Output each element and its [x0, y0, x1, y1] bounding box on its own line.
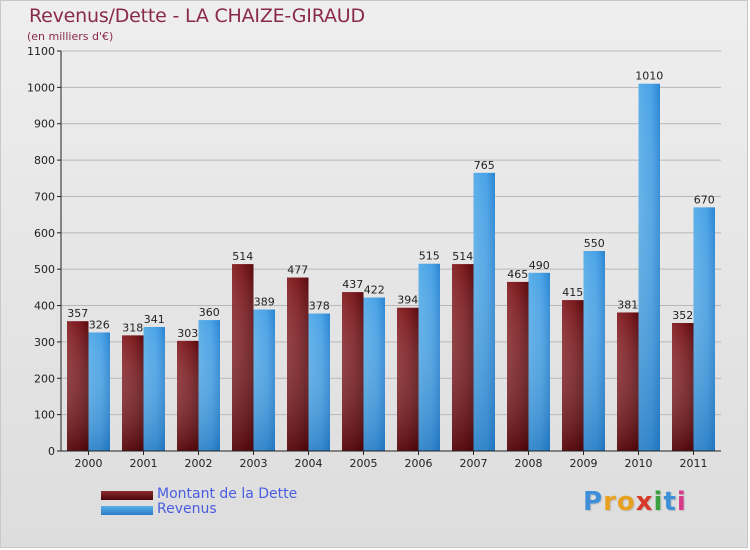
value-label-revenus: 670: [694, 193, 715, 206]
y-tick-label: 200: [34, 372, 55, 385]
value-label-debt: 318: [122, 321, 143, 334]
y-tick-label: 900: [34, 118, 55, 131]
y-axis-ticks: 0 100 200 300 400 500 600 700 800 900 1000 1100: [27, 45, 61, 458]
bar-shade-revenus: [308, 313, 330, 451]
chart-title: Revenus/Dette - LA CHAIZE-GIRAUD: [29, 5, 365, 27]
y-tick-label: 500: [34, 263, 55, 276]
bar-shade-debt: [452, 264, 474, 451]
bar-shade-debt: [397, 307, 419, 451]
value-label-debt: 437: [342, 278, 363, 291]
value-label-revenus: 326: [89, 318, 110, 331]
y-tick-label: 400: [34, 300, 55, 313]
value-label-revenus: 765: [474, 159, 495, 172]
logo-letter: P: [583, 487, 604, 517]
x-tick-label: 2003: [240, 457, 268, 470]
value-label-revenus: 341: [144, 313, 165, 326]
x-tick-label: 2000: [75, 457, 103, 470]
value-label-debt: 381: [617, 298, 638, 311]
value-label-revenus: 360: [199, 306, 220, 319]
x-tick-label: 2006: [405, 457, 433, 470]
legend-swatch-dette: [101, 491, 153, 500]
value-label-debt: 352: [672, 309, 693, 322]
value-label-revenus: 550: [584, 237, 605, 250]
y-tick-label: 700: [34, 190, 55, 203]
x-tick-label: 2010: [625, 457, 653, 470]
legend-label-revenus: Revenus: [157, 501, 217, 517]
y-tick-label: 600: [34, 227, 55, 240]
bar-shade-debt: [122, 335, 144, 451]
logo-letter: t: [663, 487, 677, 517]
bar-shade-debt: [562, 300, 584, 451]
bar-shade-debt: [287, 277, 309, 451]
bar-shade-revenus: [528, 272, 550, 451]
bar-shade-revenus: [693, 207, 715, 451]
value-label-debt: 514: [232, 250, 253, 263]
y-tick-label: 1100: [27, 45, 55, 58]
value-label-revenus: 1010: [635, 70, 663, 83]
value-label-revenus: 389: [254, 296, 275, 309]
proxiti-logo: Proxiti: [583, 487, 687, 517]
bar-shade-revenus: [363, 297, 385, 451]
x-tick-label: 2002: [185, 457, 213, 470]
logo-letter: i: [676, 487, 687, 517]
bar-shade-debt: [672, 323, 694, 451]
logo-letter: r: [603, 487, 617, 517]
value-label-debt: 465: [507, 268, 528, 281]
legend-swatch-revenus: [101, 506, 153, 515]
value-label-revenus: 515: [419, 250, 440, 263]
x-tick-label: 2008: [515, 457, 543, 470]
bar-shade-revenus: [583, 251, 605, 451]
value-label-debt: 394: [397, 294, 418, 307]
x-tick-label: 2011: [680, 457, 708, 470]
logo-letter: o: [616, 487, 636, 517]
y-tick-label: 800: [34, 154, 55, 167]
value-label-revenus: 422: [364, 284, 385, 297]
bar-shade-revenus: [418, 263, 440, 451]
bar-shade-debt: [67, 321, 89, 451]
chart-subtitle: (en milliers d'€): [27, 30, 114, 43]
value-label-debt: 357: [67, 307, 88, 320]
grid-lines: [61, 50, 721, 416]
bar-shade-revenus: [88, 332, 110, 451]
value-label-revenus: 490: [529, 259, 550, 272]
value-label-debt: 415: [562, 286, 583, 299]
bar-shade-revenus: [473, 172, 495, 451]
x-tick-label: 2007: [460, 457, 488, 470]
y-tick-label: 1000: [27, 81, 55, 94]
bar-shade-revenus: [143, 327, 165, 451]
y-tick-label: 300: [34, 336, 55, 349]
bar-shade-revenus: [638, 83, 660, 452]
legend-label-dette: Montant de la Dette: [157, 486, 298, 502]
bar-shade-debt: [232, 264, 254, 451]
x-tick-label: 2009: [570, 457, 598, 470]
bar-shade-revenus: [253, 309, 275, 451]
x-tick-label: 2001: [130, 457, 158, 470]
bar-shade-revenus: [198, 320, 220, 451]
logo-letter: i: [653, 487, 664, 517]
value-label-debt: 303: [177, 327, 198, 340]
bar-shade-debt: [617, 312, 639, 451]
bar-shade-debt: [342, 292, 364, 451]
bar-shade-debt: [507, 281, 529, 451]
y-tick-label: 100: [34, 409, 55, 422]
x-axis-ticks: 2000 2001 2002 2003 2004 2005 2006 2007 2008 2009…: [75, 451, 708, 470]
y-tick-label: 0: [48, 445, 55, 458]
bar-shade-debt: [177, 340, 199, 451]
bars-layer: [67, 83, 715, 452]
logo-letter: x: [635, 487, 654, 517]
x-tick-label: 2004: [295, 457, 323, 470]
value-label-debt: 477: [287, 264, 308, 277]
x-tick-label: 2005: [350, 457, 378, 470]
value-label-revenus: 378: [309, 300, 330, 313]
value-label-debt: 514: [452, 250, 473, 263]
